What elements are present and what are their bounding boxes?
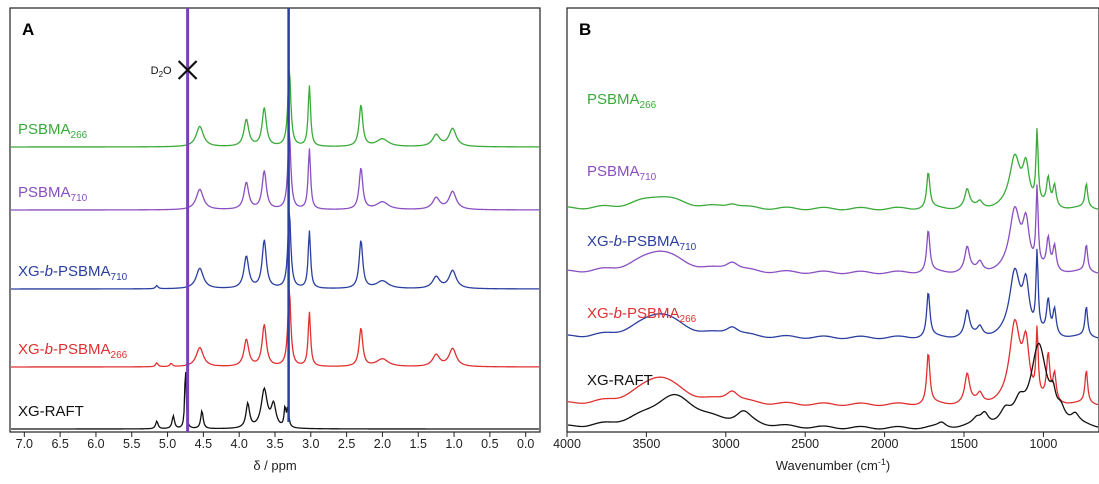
- x-axis-label: δ / ppm: [253, 458, 296, 473]
- series-line: [568, 318, 1098, 407]
- x-tick-label: 6.0: [87, 437, 104, 451]
- x-tick-label: 1.0: [445, 437, 462, 451]
- x-tick-label: 3000: [712, 437, 740, 451]
- series-label: XG-RAFT: [587, 372, 653, 389]
- series-label: PSBMA266: [18, 121, 88, 141]
- x-tick-label: 4000: [553, 437, 581, 451]
- series-line: [568, 184, 1098, 275]
- x-tick-label: 2500: [791, 437, 819, 451]
- series-line: [11, 70, 539, 148]
- series-label: XG-b-PSBMA266: [18, 341, 128, 361]
- x-tick-label: 2.0: [374, 437, 391, 451]
- series-label: PSBMA710: [18, 184, 88, 204]
- series-label: XG-b-PSBMA710: [18, 263, 128, 283]
- x-tick-label: 0.5: [481, 437, 498, 451]
- series-line: [568, 248, 1098, 340]
- x-tick-label: 4.0: [230, 437, 247, 451]
- x-tick-label: 3.0: [302, 437, 319, 451]
- x-axis-label: Wavenumber (cm-1): [776, 457, 890, 473]
- series-label: XG-b-PSBMA710: [587, 233, 697, 253]
- x-tick-label: 5.5: [123, 437, 140, 451]
- series-line: [11, 371, 539, 430]
- x-tick-label: 1500: [950, 437, 978, 451]
- panel-label: A: [22, 20, 34, 39]
- annotation-label: D2O: [151, 65, 172, 79]
- plot-frame: [566, 7, 1099, 433]
- series-label: PSBMA710: [587, 163, 657, 183]
- x-tick-label: 1000: [1030, 437, 1058, 451]
- x-tick-label: 3500: [632, 437, 660, 451]
- panel-label: B: [579, 20, 591, 39]
- series-line: [11, 290, 539, 368]
- x-tick-label: 7.0: [16, 437, 33, 451]
- x-tick-label: 1.5: [410, 437, 427, 451]
- x-tick-label: 2.5: [338, 437, 355, 451]
- x-tick-label: 3.5: [266, 437, 283, 451]
- plot-frame: [9, 7, 541, 433]
- panel-b: 4000 3500 3000 2500 2000 1500 1000 Wavenumber (…: [553, 7, 1099, 473]
- series-label: XG-RAFT: [18, 403, 84, 420]
- x-tick-label: 0.0: [517, 437, 534, 451]
- x-mark-icon: [177, 60, 198, 80]
- series-line: [11, 211, 539, 290]
- panel-a: 7.0 6.5 6.0 5.5 5.0 4.5 4.0 3.5 3.0 2.5 2.0 1.5 1.0 0…: [9, 7, 541, 473]
- series-line: [11, 133, 539, 211]
- x-tick-label: 6.5: [51, 437, 68, 451]
- x-tick-label: 5.0: [159, 437, 176, 451]
- x-tick-label: 2000: [871, 437, 899, 451]
- series-line: [568, 128, 1098, 211]
- series-label: PSBMA266: [587, 91, 657, 111]
- series-label: XG-b-PSBMA266: [587, 305, 697, 325]
- series-line: [568, 342, 1098, 430]
- x-tick-label: 4.5: [195, 437, 212, 451]
